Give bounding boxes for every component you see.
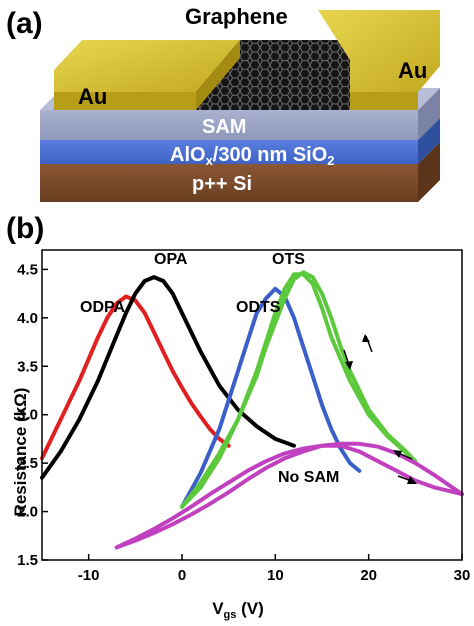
y-tick-label: 3.5: [17, 358, 38, 375]
panel-a-device-schematic: (a) Graphene Au Au SAM AlOx/300 nm SiO2 …: [6, 4, 440, 202]
gold-right-label: Au: [398, 58, 427, 83]
y-tick-label: 4.0: [17, 310, 38, 327]
y-tick-label: 4.5: [17, 261, 38, 278]
x-tick-label: 20: [360, 567, 377, 584]
label-no-sam: No SAM: [278, 469, 339, 486]
gold-left-label: Au: [78, 84, 107, 109]
y-tick-label: 2.0: [17, 504, 38, 521]
substrate-label: p++ Si: [192, 173, 252, 195]
x-axis-title: Vgs (V): [212, 599, 264, 621]
y-axis-title: Resistance (kΩ): [11, 388, 30, 517]
sweep-arrow-nosam-left: [393, 450, 413, 460]
x-ticks-group: -10 0 10 20 30: [78, 554, 471, 584]
y-tick-label: 2.5: [17, 455, 38, 472]
sweep-arrow-ots-down: [343, 349, 353, 370]
gold-right-top: [318, 10, 440, 92]
x-tick-label: 30: [454, 567, 471, 584]
x-tick-label: 0: [178, 567, 186, 584]
sweep-arrow-ots-up: [362, 334, 373, 353]
substrate-side-face: [418, 142, 440, 202]
series-line-6: [114, 441, 464, 550]
sam-label: SAM: [202, 116, 246, 138]
x-tick-label: 10: [267, 567, 284, 584]
y-tick-label: 3.0: [17, 407, 38, 424]
oxide-side-face: [418, 118, 440, 164]
gold-left-top: [54, 40, 240, 92]
sam-side-face: [418, 88, 440, 140]
series-line-4: [180, 272, 418, 509]
gold-left-front: [54, 92, 196, 110]
series-line-0: [40, 294, 231, 461]
label-odpa: ODPA: [80, 299, 125, 316]
series-line-5: [114, 443, 464, 550]
plot-frame: [41, 249, 463, 561]
sam-front-face: [40, 110, 418, 140]
oxide-front-face: [40, 140, 418, 164]
graphene-label: Graphene: [185, 4, 288, 29]
y-ticks-group: 1.5 2.0 2.5 3.0 3.5 4.0 4.5: [17, 261, 48, 569]
panel-b-chart: (b) -10 0 10 20 30 1.5 2.0 2.5 3.0 3.5 4.0 4.5 ODP…: [6, 212, 470, 621]
panel-a-label: (a): [6, 7, 43, 40]
label-odts: ODTS: [236, 299, 281, 316]
gold-left-side: [196, 40, 240, 110]
substrate-front-face: [40, 164, 418, 202]
label-ots: OTS: [272, 251, 305, 268]
sweep-arrow-nosam-right: [397, 475, 417, 484]
y-tick-label: 1.5: [17, 552, 38, 569]
gold-right-front: [350, 92, 418, 110]
label-opa: OPA: [154, 251, 188, 268]
x-tick-label: -10: [78, 567, 100, 584]
oxide-label: AlOx/300 nm SiO2: [170, 144, 335, 168]
panel-b-label: (b): [6, 212, 44, 245]
